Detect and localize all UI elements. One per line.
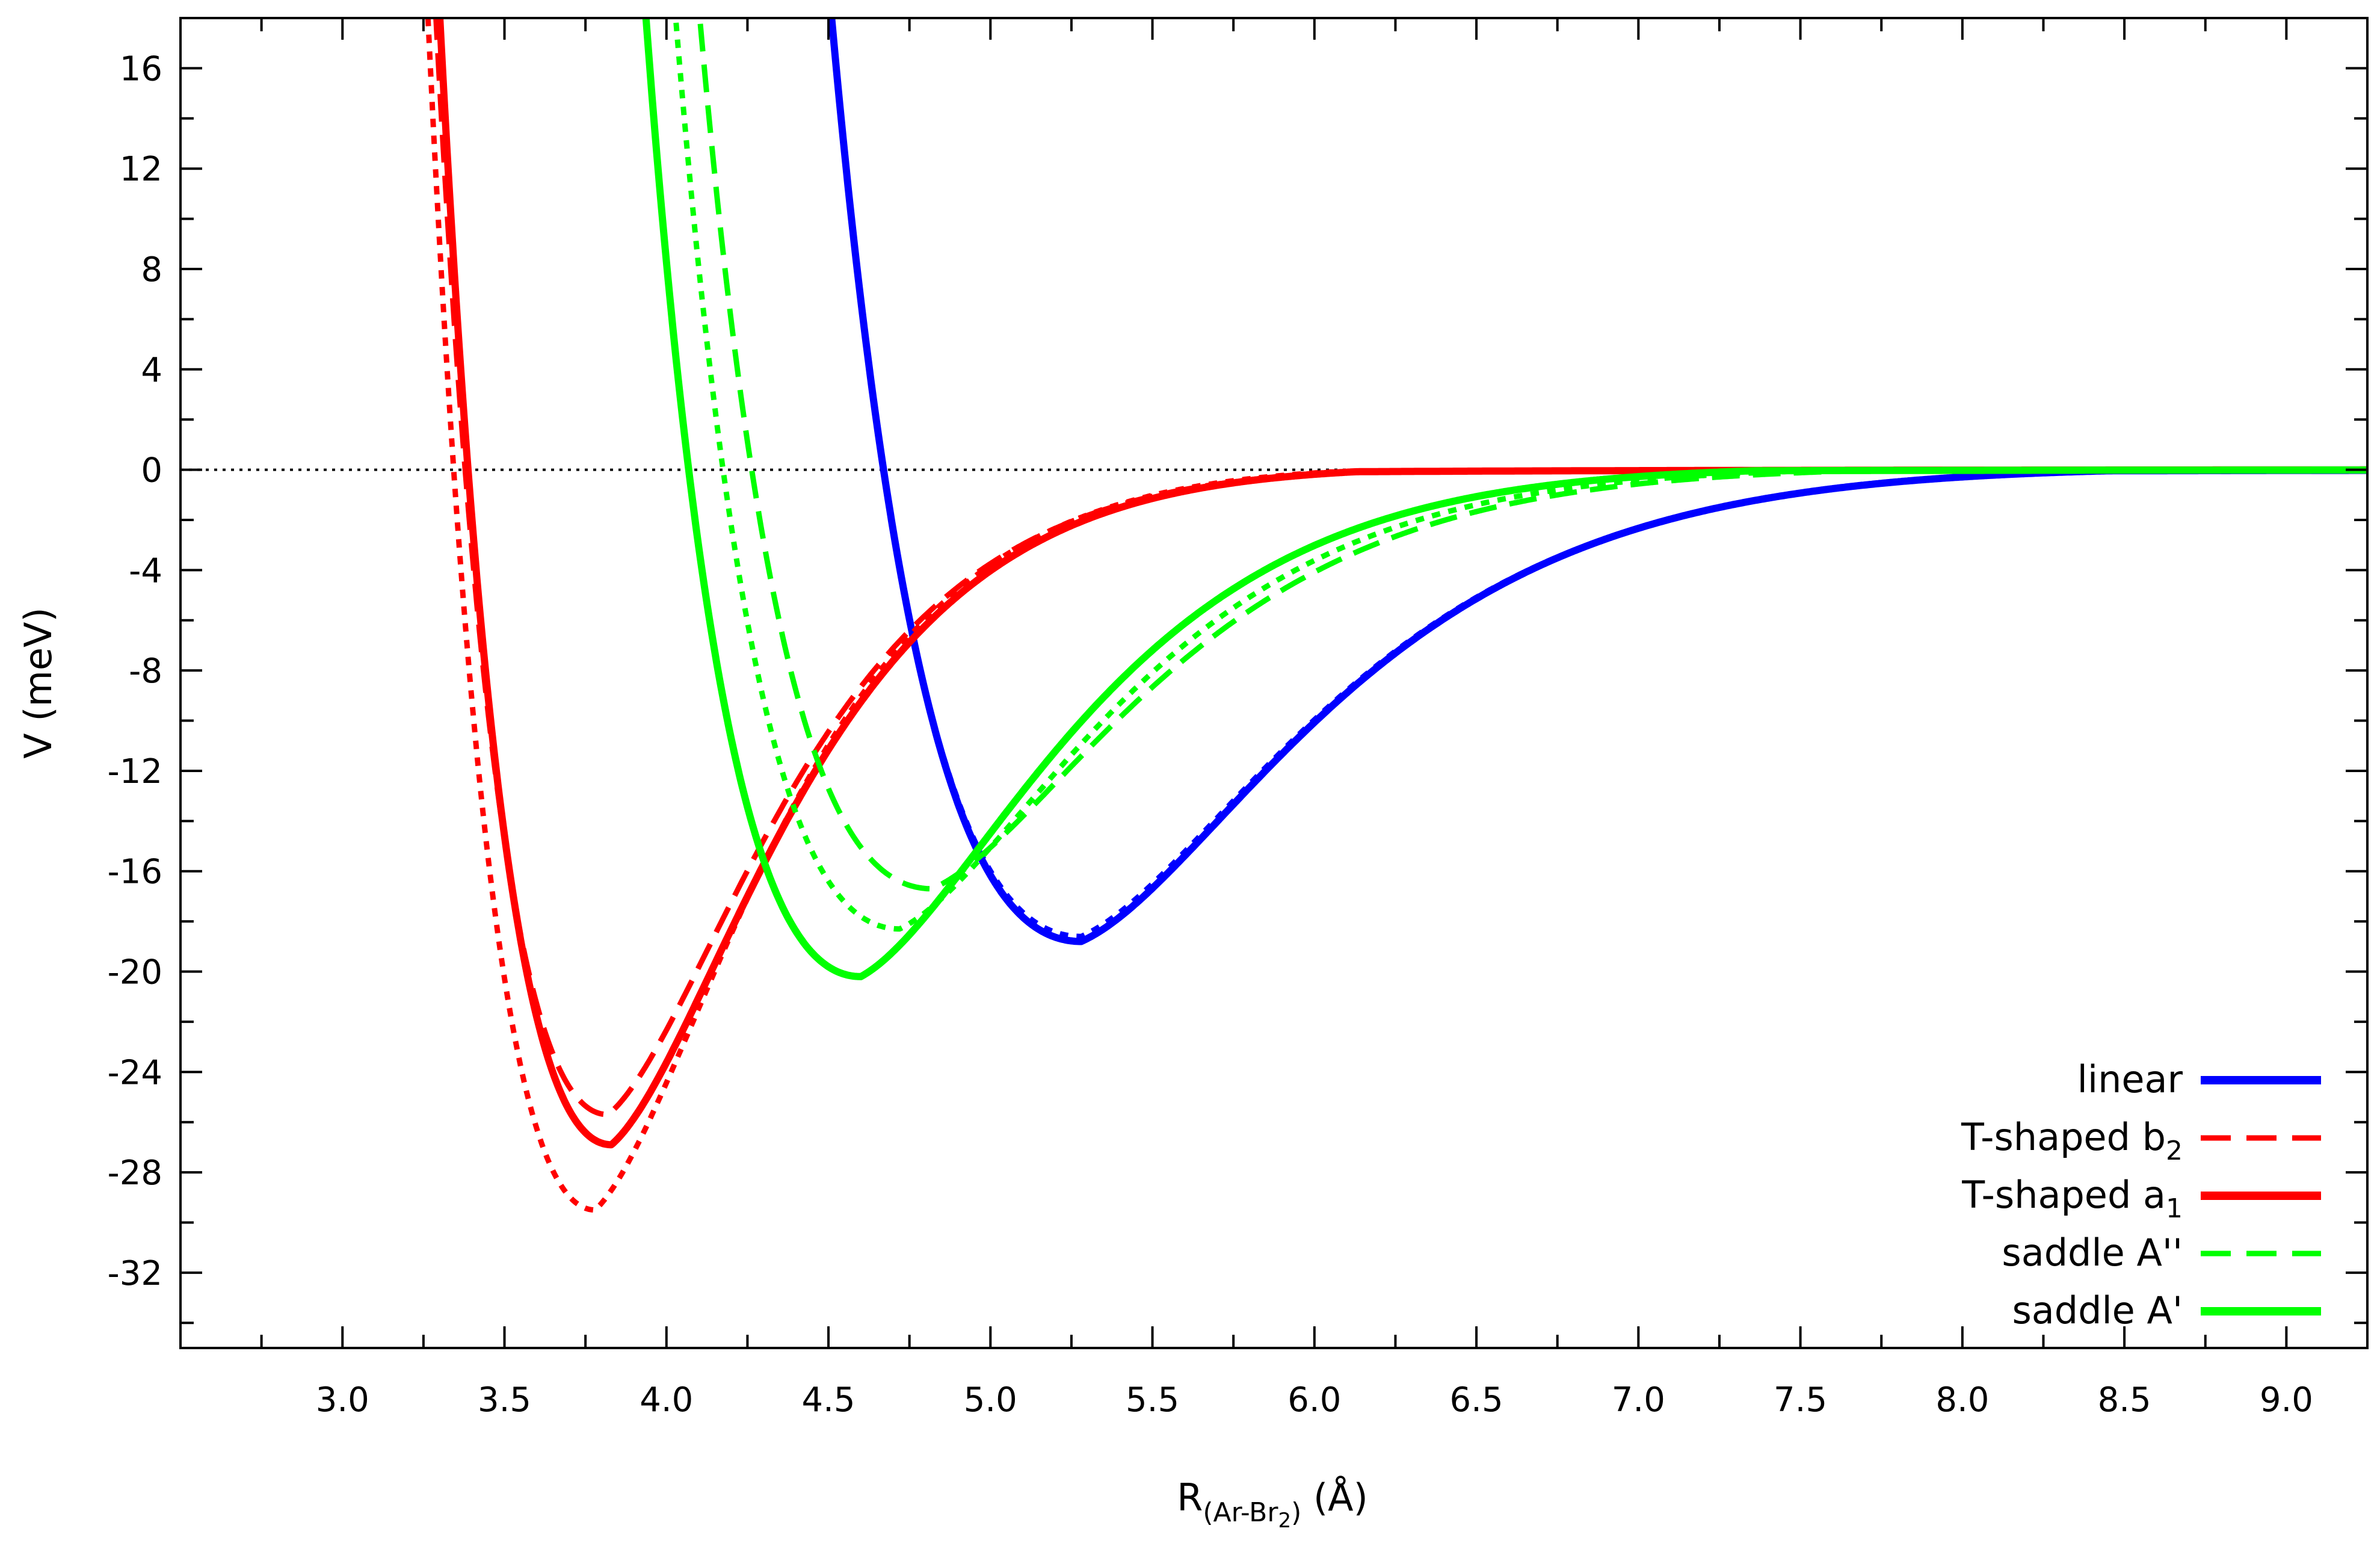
legend-label: T-shaped b2 [1961,1115,2183,1166]
x-tick-label: 5.0 [964,1380,1017,1420]
x-tick-label: 9.0 [2260,1380,2313,1420]
x-tick-label: 4.5 [802,1380,856,1420]
x-axis-label: R(Ar-Br2) (Å) [1177,1476,1368,1533]
plot-frame [179,17,2369,1349]
curves-group [425,18,2367,1213]
curve-saddle-a--0 [697,18,2367,892]
legend: linear T-shaped b2 T-shaped a1 saddle A'' sa… [1961,1057,2321,1332]
x-tick-label: 5.5 [1126,1380,1179,1420]
legend-label: linear [2077,1057,2183,1101]
x-tick-label: 6.0 [1287,1380,1341,1420]
y-tick-label: 12 [120,150,162,189]
y-tick-label: 16 [120,49,162,88]
x-tick-label: 3.0 [316,1380,369,1420]
legend-label: T-shaped a1 [1961,1173,2183,1224]
y-tick-label: -28 [108,1154,162,1193]
y-tick-label: -16 [108,853,162,892]
y-tick-label: -24 [108,1053,162,1092]
legend-label: saddle A'' [2002,1231,2183,1275]
x-tick-label: 6.5 [1450,1380,1503,1420]
y-tick-label: -12 [108,752,162,791]
curve-t-shaped-a1-0 [436,18,2367,1149]
x-tick-label: 8.5 [2098,1380,2151,1420]
curve-saddle-a--1 [673,18,2367,932]
y-tick-label: -32 [108,1254,162,1293]
y-tick-label: -20 [108,953,162,992]
y-tick-label: 0 [141,451,162,490]
y-tick-label: 8 [141,250,162,289]
x-tick-label: 3.5 [478,1380,531,1420]
axis-ticks: 3.0 3.5 4.0 4.5 5.0 5.5 6.0 6.5 7.0 7.5 8.0 8.5 9.0 1… [108,18,2369,1420]
x-tick-label: 7.0 [1612,1380,1665,1420]
y-tick-label: 4 [141,351,162,390]
y-axis-label: V (meV) [16,607,60,758]
x-tick-label: 8.0 [1935,1380,1989,1420]
curve-linear-1 [828,18,2367,939]
y-tick-label: -4 [129,551,162,590]
x-tick-label: 7.5 [1774,1380,1827,1420]
curve-saddle-a--0 [642,18,2367,980]
x-tick-label: 4.0 [640,1380,693,1420]
y-tick-label: -8 [129,652,162,691]
legend-label: saddle A' [2012,1288,2183,1332]
